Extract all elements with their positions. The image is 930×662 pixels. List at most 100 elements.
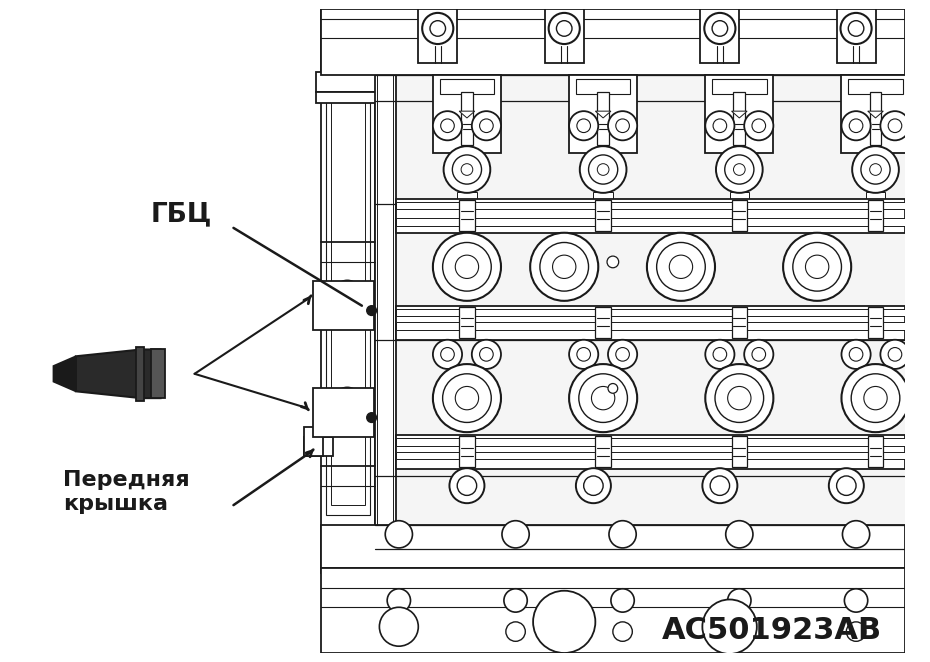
- Circle shape: [480, 348, 493, 361]
- Circle shape: [504, 589, 527, 612]
- Circle shape: [752, 119, 765, 132]
- Circle shape: [608, 340, 637, 369]
- Bar: [316, 92, 379, 103]
- Circle shape: [461, 164, 472, 175]
- Circle shape: [702, 600, 757, 654]
- Circle shape: [713, 348, 726, 361]
- Bar: [313, 389, 374, 437]
- Circle shape: [608, 111, 637, 140]
- Circle shape: [589, 155, 618, 184]
- Bar: [458, 192, 477, 200]
- Bar: [331, 48, 365, 505]
- Circle shape: [842, 340, 870, 369]
- Circle shape: [730, 622, 749, 641]
- Bar: [461, 92, 472, 145]
- Bar: [545, 9, 584, 62]
- Bar: [458, 153, 477, 161]
- Circle shape: [540, 242, 589, 291]
- Bar: [593, 192, 613, 200]
- Circle shape: [444, 146, 490, 193]
- Circle shape: [842, 364, 910, 432]
- Circle shape: [608, 383, 618, 393]
- Circle shape: [702, 468, 737, 503]
- Circle shape: [705, 364, 774, 432]
- Circle shape: [458, 476, 477, 495]
- Circle shape: [846, 622, 866, 641]
- Circle shape: [456, 387, 479, 410]
- Circle shape: [579, 146, 627, 193]
- Bar: [303, 437, 333, 457]
- Bar: [326, 38, 369, 515]
- Circle shape: [611, 589, 634, 612]
- Circle shape: [502, 521, 529, 548]
- Circle shape: [366, 306, 377, 315]
- Bar: [866, 192, 885, 200]
- Bar: [595, 436, 611, 467]
- Circle shape: [472, 340, 501, 369]
- Circle shape: [851, 374, 900, 422]
- Circle shape: [727, 387, 751, 410]
- Circle shape: [591, 387, 615, 410]
- Bar: [848, 79, 903, 93]
- Circle shape: [844, 589, 868, 612]
- Bar: [576, 79, 631, 93]
- Circle shape: [841, 13, 871, 44]
- Bar: [396, 435, 905, 469]
- Circle shape: [452, 155, 482, 184]
- Bar: [593, 153, 613, 161]
- Circle shape: [744, 340, 774, 369]
- Circle shape: [556, 21, 572, 36]
- Bar: [321, 569, 905, 653]
- Bar: [569, 75, 637, 153]
- Circle shape: [577, 348, 591, 361]
- Circle shape: [725, 521, 753, 548]
- Bar: [842, 75, 910, 153]
- Circle shape: [852, 146, 899, 193]
- Circle shape: [569, 340, 598, 369]
- Bar: [303, 427, 323, 457]
- Bar: [732, 200, 747, 231]
- Bar: [396, 438, 905, 446]
- Bar: [868, 200, 884, 231]
- Circle shape: [449, 468, 485, 503]
- Circle shape: [334, 281, 361, 308]
- Circle shape: [441, 119, 454, 132]
- Circle shape: [888, 119, 902, 132]
- Circle shape: [385, 521, 413, 548]
- Bar: [321, 524, 905, 569]
- Circle shape: [480, 119, 493, 132]
- Circle shape: [712, 21, 727, 36]
- Circle shape: [881, 111, 910, 140]
- Bar: [321, 9, 905, 653]
- Bar: [396, 451, 905, 459]
- Polygon shape: [868, 111, 884, 118]
- Bar: [459, 307, 474, 338]
- Bar: [732, 307, 747, 338]
- Bar: [396, 306, 905, 340]
- Bar: [732, 436, 747, 467]
- Bar: [321, 9, 375, 573]
- Circle shape: [657, 242, 705, 291]
- Circle shape: [584, 476, 604, 495]
- Circle shape: [805, 255, 829, 279]
- Circle shape: [616, 119, 630, 132]
- Circle shape: [864, 387, 887, 410]
- Bar: [712, 79, 766, 93]
- Circle shape: [607, 256, 618, 267]
- Circle shape: [577, 119, 591, 132]
- Circle shape: [724, 155, 754, 184]
- Circle shape: [533, 591, 595, 653]
- Circle shape: [870, 164, 882, 175]
- Polygon shape: [76, 350, 161, 398]
- Circle shape: [734, 164, 745, 175]
- Bar: [866, 153, 885, 161]
- Circle shape: [530, 233, 598, 301]
- Circle shape: [716, 146, 763, 193]
- Bar: [459, 200, 474, 231]
- Polygon shape: [54, 356, 76, 391]
- Circle shape: [334, 387, 361, 414]
- Bar: [396, 218, 905, 226]
- Circle shape: [744, 111, 774, 140]
- Circle shape: [715, 374, 764, 422]
- Circle shape: [829, 468, 864, 503]
